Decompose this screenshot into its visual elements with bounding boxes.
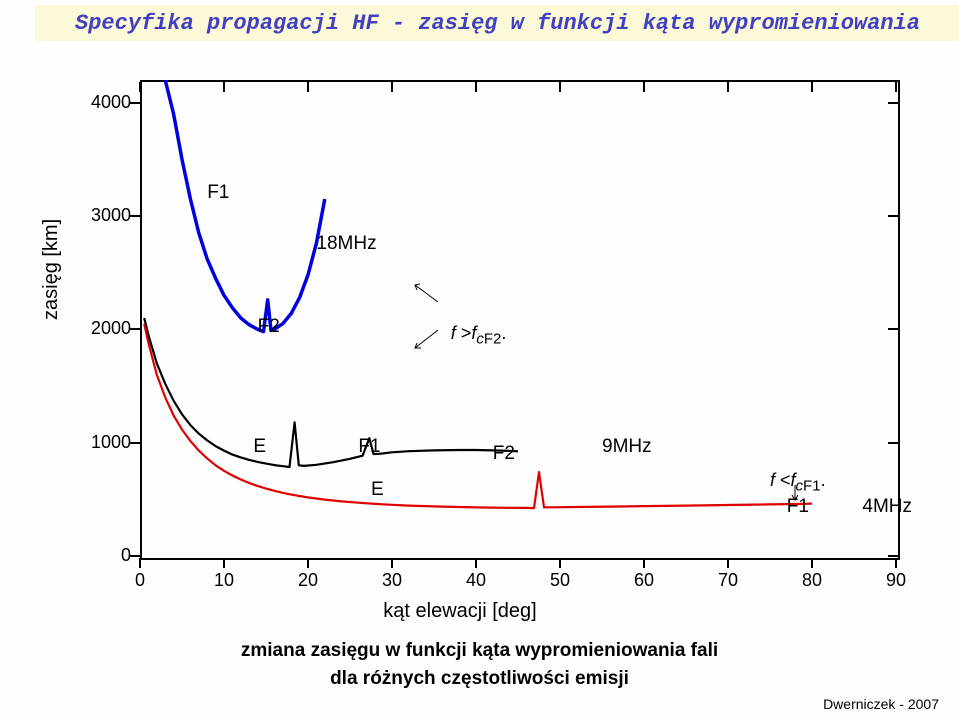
xtick-label: 20: [298, 570, 318, 591]
caption-line-2: dla różnych częstotliwości emisji: [0, 668, 959, 690]
xtick: [475, 558, 477, 568]
chart-annotation: E: [371, 479, 384, 501]
ytick: [130, 102, 140, 104]
chart-annotation: 9MHz: [602, 436, 652, 458]
chart-annotation: F1: [207, 182, 229, 204]
ytick: [130, 442, 140, 444]
page-title: Specyfika propagacji HF - zasięg w funkc…: [75, 11, 920, 36]
ytick-label: 4000: [91, 92, 131, 113]
xtick-label: 80: [802, 570, 822, 591]
chart-annotation: F2: [493, 443, 515, 465]
credit-text: Dwerniczek - 2007: [823, 696, 939, 712]
xtick-label: 70: [718, 570, 738, 591]
chart-annotation: 4MHz: [862, 496, 912, 518]
ytick-label: 3000: [91, 205, 131, 226]
xtick-label: 60: [634, 570, 654, 591]
xtick: [223, 558, 225, 568]
xtick: [391, 82, 393, 92]
xtick-label: 90: [886, 570, 906, 591]
xtick: [223, 82, 225, 92]
xtick: [307, 82, 309, 92]
chart-annotation: E: [253, 436, 266, 458]
xtick: [727, 82, 729, 92]
xtick: [139, 82, 141, 92]
xtick: [895, 82, 897, 92]
ytick-label: 0: [121, 545, 131, 566]
ytick-label: 1000: [91, 432, 131, 453]
ytick: [888, 328, 898, 330]
xtick-label: 0: [135, 570, 145, 591]
chart-formula-annotation: f >fcF2.: [451, 323, 507, 348]
chart-formula-annotation: f <fcF1.: [770, 470, 826, 495]
caption-line-1: zmiana zasięgu w funkcji kąta wypromieni…: [0, 640, 959, 662]
xtick-label: 30: [382, 570, 402, 591]
ytick: [888, 102, 898, 104]
ytick-label: 2000: [91, 318, 131, 339]
xtick: [559, 82, 561, 92]
xtick: [643, 558, 645, 568]
xtick: [307, 558, 309, 568]
x-axis-label: kąt elewacji [deg]: [310, 600, 610, 623]
xtick-label: 10: [214, 570, 234, 591]
chart-annotation: F1: [787, 496, 809, 518]
ytick: [888, 215, 898, 217]
xtick-label: 40: [466, 570, 486, 591]
chart-annotation: 18MHz: [316, 233, 376, 255]
xtick: [391, 558, 393, 568]
xtick: [811, 558, 813, 568]
ytick: [130, 215, 140, 217]
ytick: [888, 442, 898, 444]
xtick-label: 50: [550, 570, 570, 591]
chart-annotation: F1: [358, 436, 380, 458]
xtick: [139, 558, 141, 568]
ytick: [130, 555, 140, 557]
y-axis-label: zasięg [km]: [40, 219, 63, 320]
ytick: [130, 328, 140, 330]
xtick: [727, 558, 729, 568]
xtick: [895, 558, 897, 568]
xtick: [811, 82, 813, 92]
xtick: [643, 82, 645, 92]
ytick: [888, 555, 898, 557]
xtick: [559, 558, 561, 568]
chart-annotation: F2: [258, 316, 280, 338]
xtick: [475, 82, 477, 92]
page-title-bar: Specyfika propagacji HF - zasięg w funkc…: [35, 5, 959, 41]
